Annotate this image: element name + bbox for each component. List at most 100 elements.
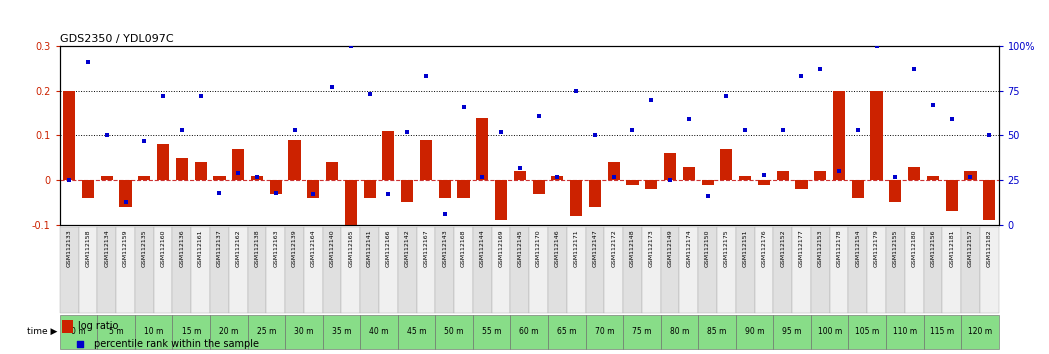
Bar — [980, 227, 999, 313]
Bar — [79, 227, 98, 313]
Text: GSM112161: GSM112161 — [198, 229, 204, 267]
Bar — [529, 227, 548, 313]
Bar — [849, 227, 868, 313]
Text: log ratio: log ratio — [78, 321, 119, 331]
Bar — [248, 315, 285, 349]
Text: GSM112134: GSM112134 — [104, 229, 109, 267]
Bar — [890, 180, 901, 202]
Text: GSM112174: GSM112174 — [686, 229, 691, 267]
Point — [71, 342, 88, 347]
Text: GSM112137: GSM112137 — [217, 229, 222, 267]
Point — [530, 113, 547, 119]
Bar — [82, 180, 94, 198]
Bar — [852, 180, 864, 198]
Bar — [457, 180, 470, 198]
Bar — [398, 315, 435, 349]
Text: GSM112159: GSM112159 — [123, 229, 128, 267]
Bar — [548, 227, 566, 313]
Bar — [548, 315, 585, 349]
Bar — [60, 227, 79, 313]
Bar — [98, 315, 135, 349]
Bar — [213, 176, 226, 180]
Bar — [623, 315, 661, 349]
Bar — [833, 91, 845, 180]
Bar — [680, 227, 699, 313]
Point — [736, 127, 753, 133]
Text: GSM112143: GSM112143 — [443, 229, 447, 267]
Bar — [304, 227, 323, 313]
Text: GSM112177: GSM112177 — [799, 229, 804, 267]
Point — [812, 67, 829, 72]
Bar — [699, 315, 735, 349]
Bar — [210, 227, 229, 313]
Bar — [923, 227, 942, 313]
Bar — [326, 162, 338, 180]
Point — [755, 172, 772, 178]
Point — [361, 91, 378, 97]
Point — [324, 84, 341, 90]
Text: GSM112152: GSM112152 — [780, 229, 786, 267]
Point — [605, 174, 622, 179]
Bar — [62, 320, 72, 333]
Bar — [176, 158, 188, 180]
Bar — [904, 227, 923, 313]
Point — [436, 211, 453, 217]
Bar — [607, 162, 620, 180]
Text: percentile rank within the sample: percentile rank within the sample — [93, 339, 259, 349]
Bar — [288, 140, 301, 180]
Bar — [886, 227, 904, 313]
Bar — [172, 315, 210, 349]
Text: GSM112158: GSM112158 — [85, 229, 90, 267]
Bar — [773, 315, 811, 349]
Text: GSM112180: GSM112180 — [912, 229, 917, 267]
Bar — [961, 227, 980, 313]
Bar — [661, 227, 680, 313]
Text: 25 m: 25 m — [257, 327, 276, 336]
Bar — [285, 315, 323, 349]
Text: GSM112136: GSM112136 — [179, 229, 185, 267]
Bar — [232, 149, 244, 180]
Bar — [964, 171, 977, 180]
Bar — [740, 176, 751, 180]
Text: GSM112149: GSM112149 — [667, 229, 672, 267]
Bar — [626, 180, 639, 184]
Bar — [664, 153, 677, 180]
Bar — [552, 176, 563, 180]
Text: 40 m: 40 m — [369, 327, 389, 336]
Point — [869, 43, 885, 49]
Point — [380, 192, 397, 197]
Bar — [814, 171, 827, 180]
Bar — [511, 227, 529, 313]
Bar — [585, 315, 623, 349]
Point — [455, 104, 472, 110]
Text: GSM112160: GSM112160 — [160, 229, 166, 267]
Bar — [792, 227, 811, 313]
Text: GSM112141: GSM112141 — [367, 229, 372, 267]
Bar — [945, 180, 958, 211]
Bar — [811, 315, 849, 349]
Text: GSM112162: GSM112162 — [236, 229, 240, 267]
Text: GSM112153: GSM112153 — [818, 229, 822, 267]
Point — [192, 93, 209, 99]
Bar — [908, 167, 920, 180]
Text: 65 m: 65 m — [557, 327, 577, 336]
Text: GSM112182: GSM112182 — [987, 229, 991, 267]
Point — [643, 97, 660, 103]
Text: 110 m: 110 m — [893, 327, 917, 336]
Bar — [570, 180, 582, 216]
Point — [681, 116, 698, 122]
Bar — [345, 180, 357, 225]
Bar — [735, 227, 754, 313]
Text: GSM112140: GSM112140 — [329, 229, 335, 267]
Point — [117, 199, 134, 204]
Point — [905, 67, 922, 72]
Point — [887, 174, 904, 179]
Text: GSM112165: GSM112165 — [348, 229, 354, 267]
Bar — [323, 315, 360, 349]
Text: time ▶: time ▶ — [27, 327, 58, 336]
Bar — [420, 140, 432, 180]
Bar — [435, 227, 454, 313]
Bar — [776, 171, 789, 180]
Point — [943, 116, 960, 122]
Bar — [923, 315, 961, 349]
